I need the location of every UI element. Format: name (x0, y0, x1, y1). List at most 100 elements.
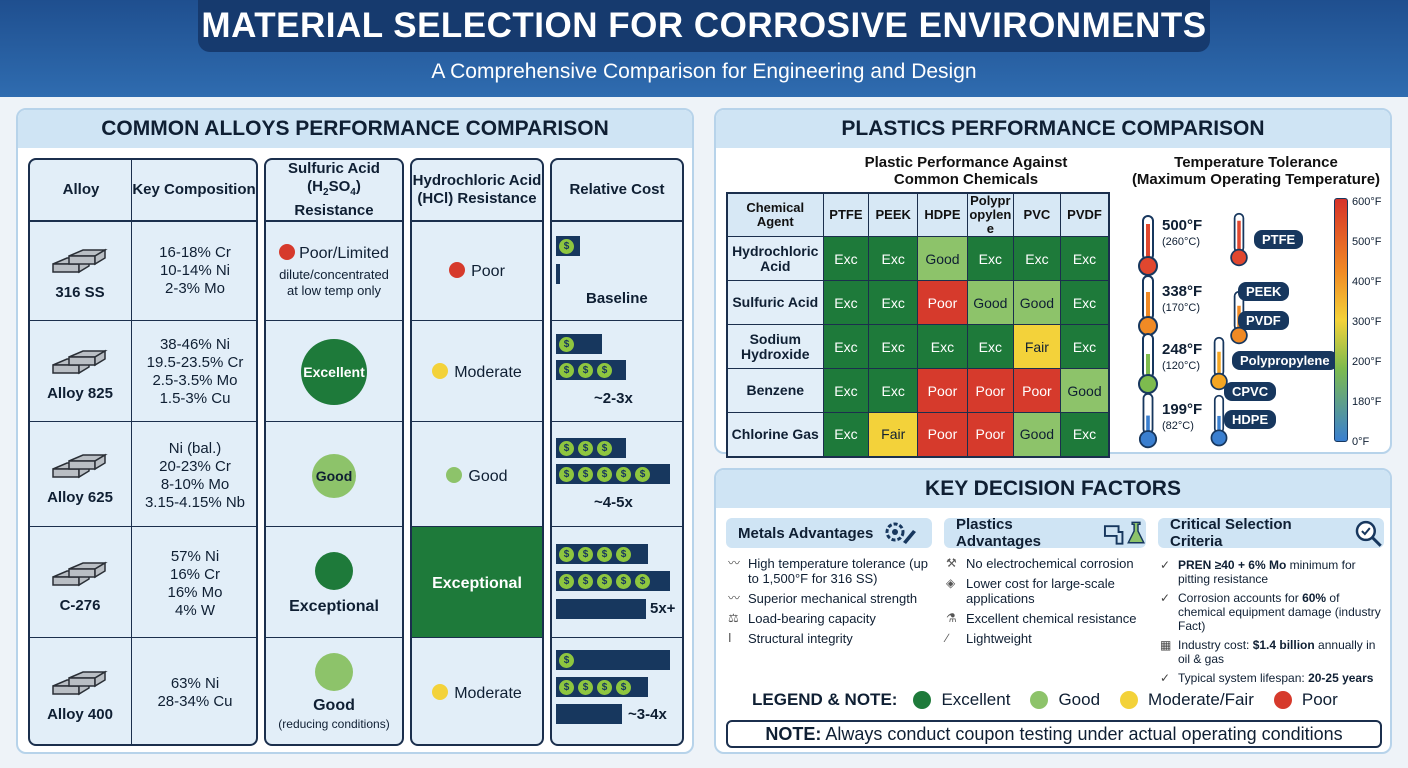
hcl-rating: Exceptional (432, 575, 522, 592)
hcl-rating: Poor (412, 222, 542, 320)
temp-title: Temperature Tolerance (Maximum Operating … (1131, 154, 1381, 188)
thermometer-icon (1230, 212, 1248, 267)
legend-poor-swatch (1273, 691, 1292, 709)
feather-icon: ∕ (946, 631, 949, 645)
wave-icon: 〰 (728, 556, 741, 570)
alloy-row-625: Alloy 625 (30, 424, 130, 528)
col-header-hcl: Hydrochloric Acid (412, 172, 542, 189)
alloy-row-c276: C-276 (30, 529, 130, 639)
magnifier-check-icon (1356, 520, 1383, 547)
poor-dot (279, 243, 296, 260)
col-header-alloy: Alloy (62, 181, 100, 198)
table-row: Sulfuric Acid Exc Exc Poor Good Good Exc (726, 280, 1110, 325)
header-banner: MATERIAL SELECTION FOR CORROSIVE ENVIRON… (0, 0, 1408, 97)
list-item: ⚗ Excellent chemical resistance (946, 611, 1137, 626)
polypropylene-label: Polypropylene (1232, 351, 1338, 370)
cpvc-label: CPVC (1224, 382, 1277, 401)
legend-good-swatch (1030, 691, 1049, 709)
metals-advantages-heading: Metals Advantages (726, 518, 932, 548)
peek-label: PEEK (1238, 282, 1290, 301)
ptfe-label: PTFE (1254, 230, 1304, 249)
factors-panel: KEY DECISION FACTORS Metals Advantages 〰… (714, 468, 1392, 754)
thermometer-icon (1210, 394, 1228, 447)
alloy-row-316ss: 316 SS (30, 222, 130, 320)
list-item: ∕ Lightweight (946, 631, 1032, 646)
metal-ingot-icon (52, 453, 108, 479)
check-icon: ✓ (1160, 591, 1171, 605)
alloy-row-825: Alloy 825 (30, 322, 130, 422)
metal-ingot-icon (52, 670, 108, 696)
sulfuric-rating: Good (266, 424, 402, 528)
wave-icon: 〰 (728, 591, 741, 605)
pipe-flask-icon (1104, 521, 1146, 545)
legend: LEGEND & NOTE: Excellent Good Moderate/F… (752, 690, 1338, 709)
gear-icon (885, 522, 917, 544)
temperature-scale-bar (1334, 198, 1348, 442)
tool-icon: ⚒ (946, 556, 957, 570)
metals-advantages-list: 〰 High temperature tolerance (up to 1,500… (728, 556, 932, 651)
thermometer-icon (1138, 333, 1158, 394)
list-item: 〰 High temperature tolerance (up to 1,500… (728, 556, 928, 586)
list-item: ◈ Lower cost for large-scale applications (946, 576, 1115, 606)
legend-moderate-swatch (1120, 691, 1139, 709)
building-icon: ▦ (1160, 638, 1172, 652)
cost-bar: $ $ $ $ $ (556, 464, 670, 484)
hdpe-label: HDPE (1224, 410, 1277, 429)
hcl-rating: Good (412, 424, 542, 528)
criteria-list: ✓ PREN ≥40 + 6% Mo minimum for pitting re… (1160, 558, 1386, 690)
col-header-cost: Relative Cost (552, 160, 682, 222)
alloy-row-400: Alloy 400 (30, 640, 130, 746)
plastics-table: Chemical Agent PTFE PEEK HDPE Polypropyl… (726, 192, 1110, 458)
list-item: ✓ PREN ≥40 + 6% Mo minimum for pitting re… (1160, 558, 1356, 586)
cost-label: Baseline (586, 290, 648, 307)
list-item: 〰 Superior mechanical strength (728, 591, 918, 606)
beam-icon: Ⅰ (728, 631, 732, 645)
list-item: ▦ Industry cost: $1.4 billion annually in… (1160, 638, 1376, 666)
cost-bar: $ $ $ (556, 438, 626, 458)
legend-excellent-swatch (913, 691, 932, 709)
excellent-badge: Excellent (301, 339, 367, 405)
sulfuric-rating: Poor/Limited dilute/concentrated at low … (279, 243, 389, 298)
moderate-dot (432, 683, 449, 700)
cost-label: ~2-3x (594, 390, 633, 407)
sulfuric-rating: Good (reducing conditions) (266, 640, 402, 746)
list-item: ⚖ Load-bearing capacity (728, 611, 876, 626)
list-item: ⚒ No electrochemical corrosion (946, 556, 1134, 571)
cost-label: 5x+ (650, 600, 676, 617)
page-subtitle: A Comprehensive Comparison for Engineeri… (431, 60, 977, 83)
sulfuric-rating: Excellent (266, 322, 402, 422)
table-row: Sodium Hydroxide Exc Exc Exc Exc Fair Exc (726, 324, 1110, 369)
metal-ingot-icon (52, 349, 108, 375)
cost-bar: $ $ $ $ $ (556, 571, 670, 591)
plastics-table-title: Plastic Performance Against Common Chemi… (864, 154, 1068, 188)
table-row: Hydrochloric Acid Exc Exc Good Exc Exc Exc (726, 236, 1110, 281)
plastics-advantages-heading: Plastics Advantages (944, 516, 1146, 550)
alloys-panel: COMMON ALLOYS PERFORMANCE COMPARISON All… (16, 108, 694, 754)
cost-bar: $ (556, 236, 580, 256)
cost-bar: $ $ $ $ (556, 544, 648, 564)
check-icon: ✓ (1160, 671, 1171, 685)
cost-bar (556, 704, 622, 724)
list-item: Ⅰ Structural integrity (728, 631, 853, 646)
col-chemical-agent: Chemical Agent (726, 192, 824, 237)
cost-bar: $ (556, 334, 602, 354)
cost-bar (556, 599, 646, 619)
cost-bar: $ (556, 650, 670, 670)
metal-ingot-icon (52, 248, 108, 274)
criteria-heading: Critical Selection Criteria (1158, 516, 1384, 550)
metal-ingot-icon (52, 561, 108, 587)
good-dot (315, 653, 353, 691)
page-title: MATERIAL SELECTION FOR CORROSIVE ENVIRON… (198, 0, 1210, 52)
cost-label: ~3-4x (628, 706, 667, 723)
hcl-exceptional-highlight (412, 527, 542, 637)
tag-icon: ◈ (946, 576, 956, 590)
sulfuric-rating: Exceptional (266, 529, 402, 639)
exceptional-dot (315, 552, 353, 590)
note-box: NOTE: Always conduct coupon testing unde… (726, 720, 1382, 748)
col-header-composition: Key Composition (132, 181, 256, 198)
table-row: Chlorine Gas Exc Fair Poor Poor Good Exc (726, 412, 1110, 457)
hcl-column: Hydrochloric Acid (HCl) Resistance (410, 158, 544, 746)
hcl-rating: Moderate (412, 640, 542, 746)
plastics-heading: PLASTICS PERFORMANCE COMPARISON (716, 110, 1390, 148)
plastics-advantages-list: ⚒ No electrochemical corrosion ◈ Lower cos… (946, 556, 1150, 651)
